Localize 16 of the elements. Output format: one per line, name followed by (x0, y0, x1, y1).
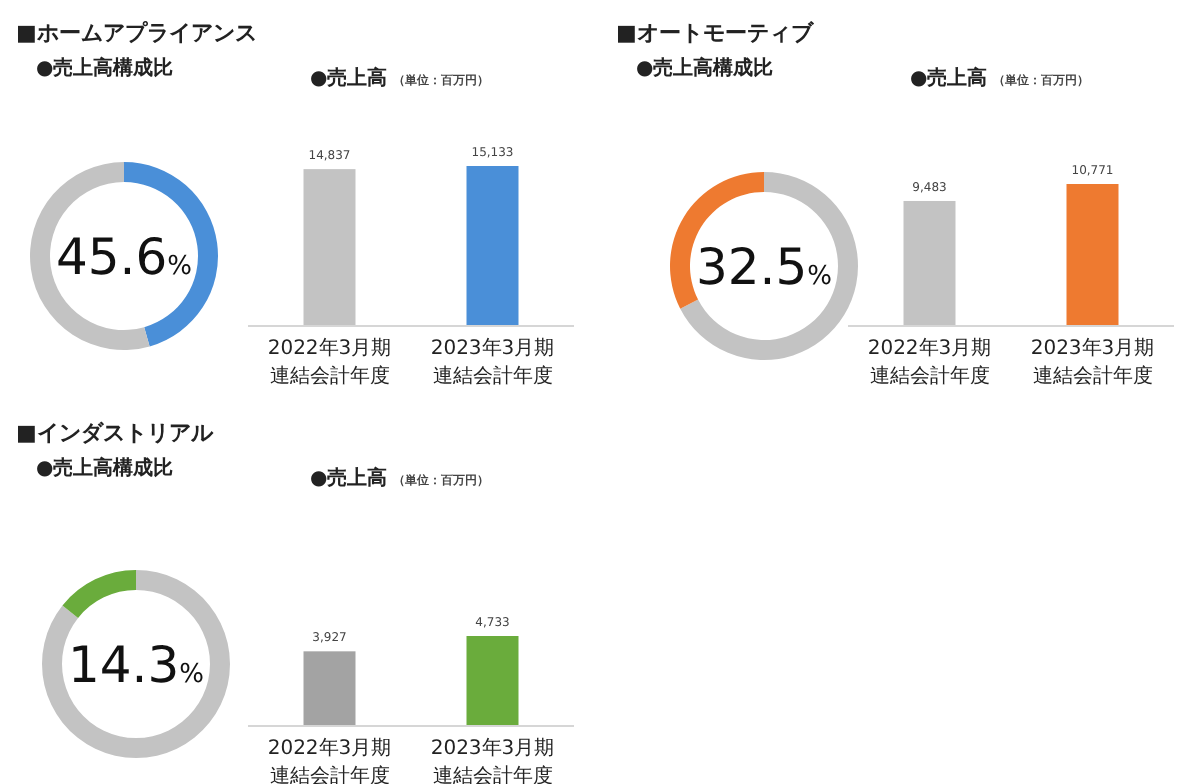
chart-subtitle: ●売上高構成比 (36, 56, 174, 80)
chart-subtitle: ●売上高構成比 (636, 56, 774, 80)
chart-title: ●売上高 (310, 466, 388, 490)
text: 32.5% (695, 238, 833, 296)
chart-title: ■ホームアプライアンス (16, 20, 257, 46)
x-tick-label: 2023年3月期連結会計年度 (430, 336, 555, 388)
chart-subtitle: ●売上高構成比 (36, 456, 174, 480)
x-tick-label: 2022年3月期連結会計年度 (267, 336, 392, 388)
x-tick-label: 2023年3月期連結会計年度 (1030, 336, 1155, 388)
text: 14.3% (67, 636, 205, 694)
chart-title: ●売上高 (310, 66, 388, 90)
chart-title: ■インダストリアル (16, 420, 215, 446)
x-tick-label: 2022年3月期連結会計年度 (867, 336, 992, 388)
text: 45.6% (55, 228, 193, 286)
chart-title: ●売上高 (910, 66, 988, 90)
chart-title: ■オートモーティブ (616, 20, 815, 46)
